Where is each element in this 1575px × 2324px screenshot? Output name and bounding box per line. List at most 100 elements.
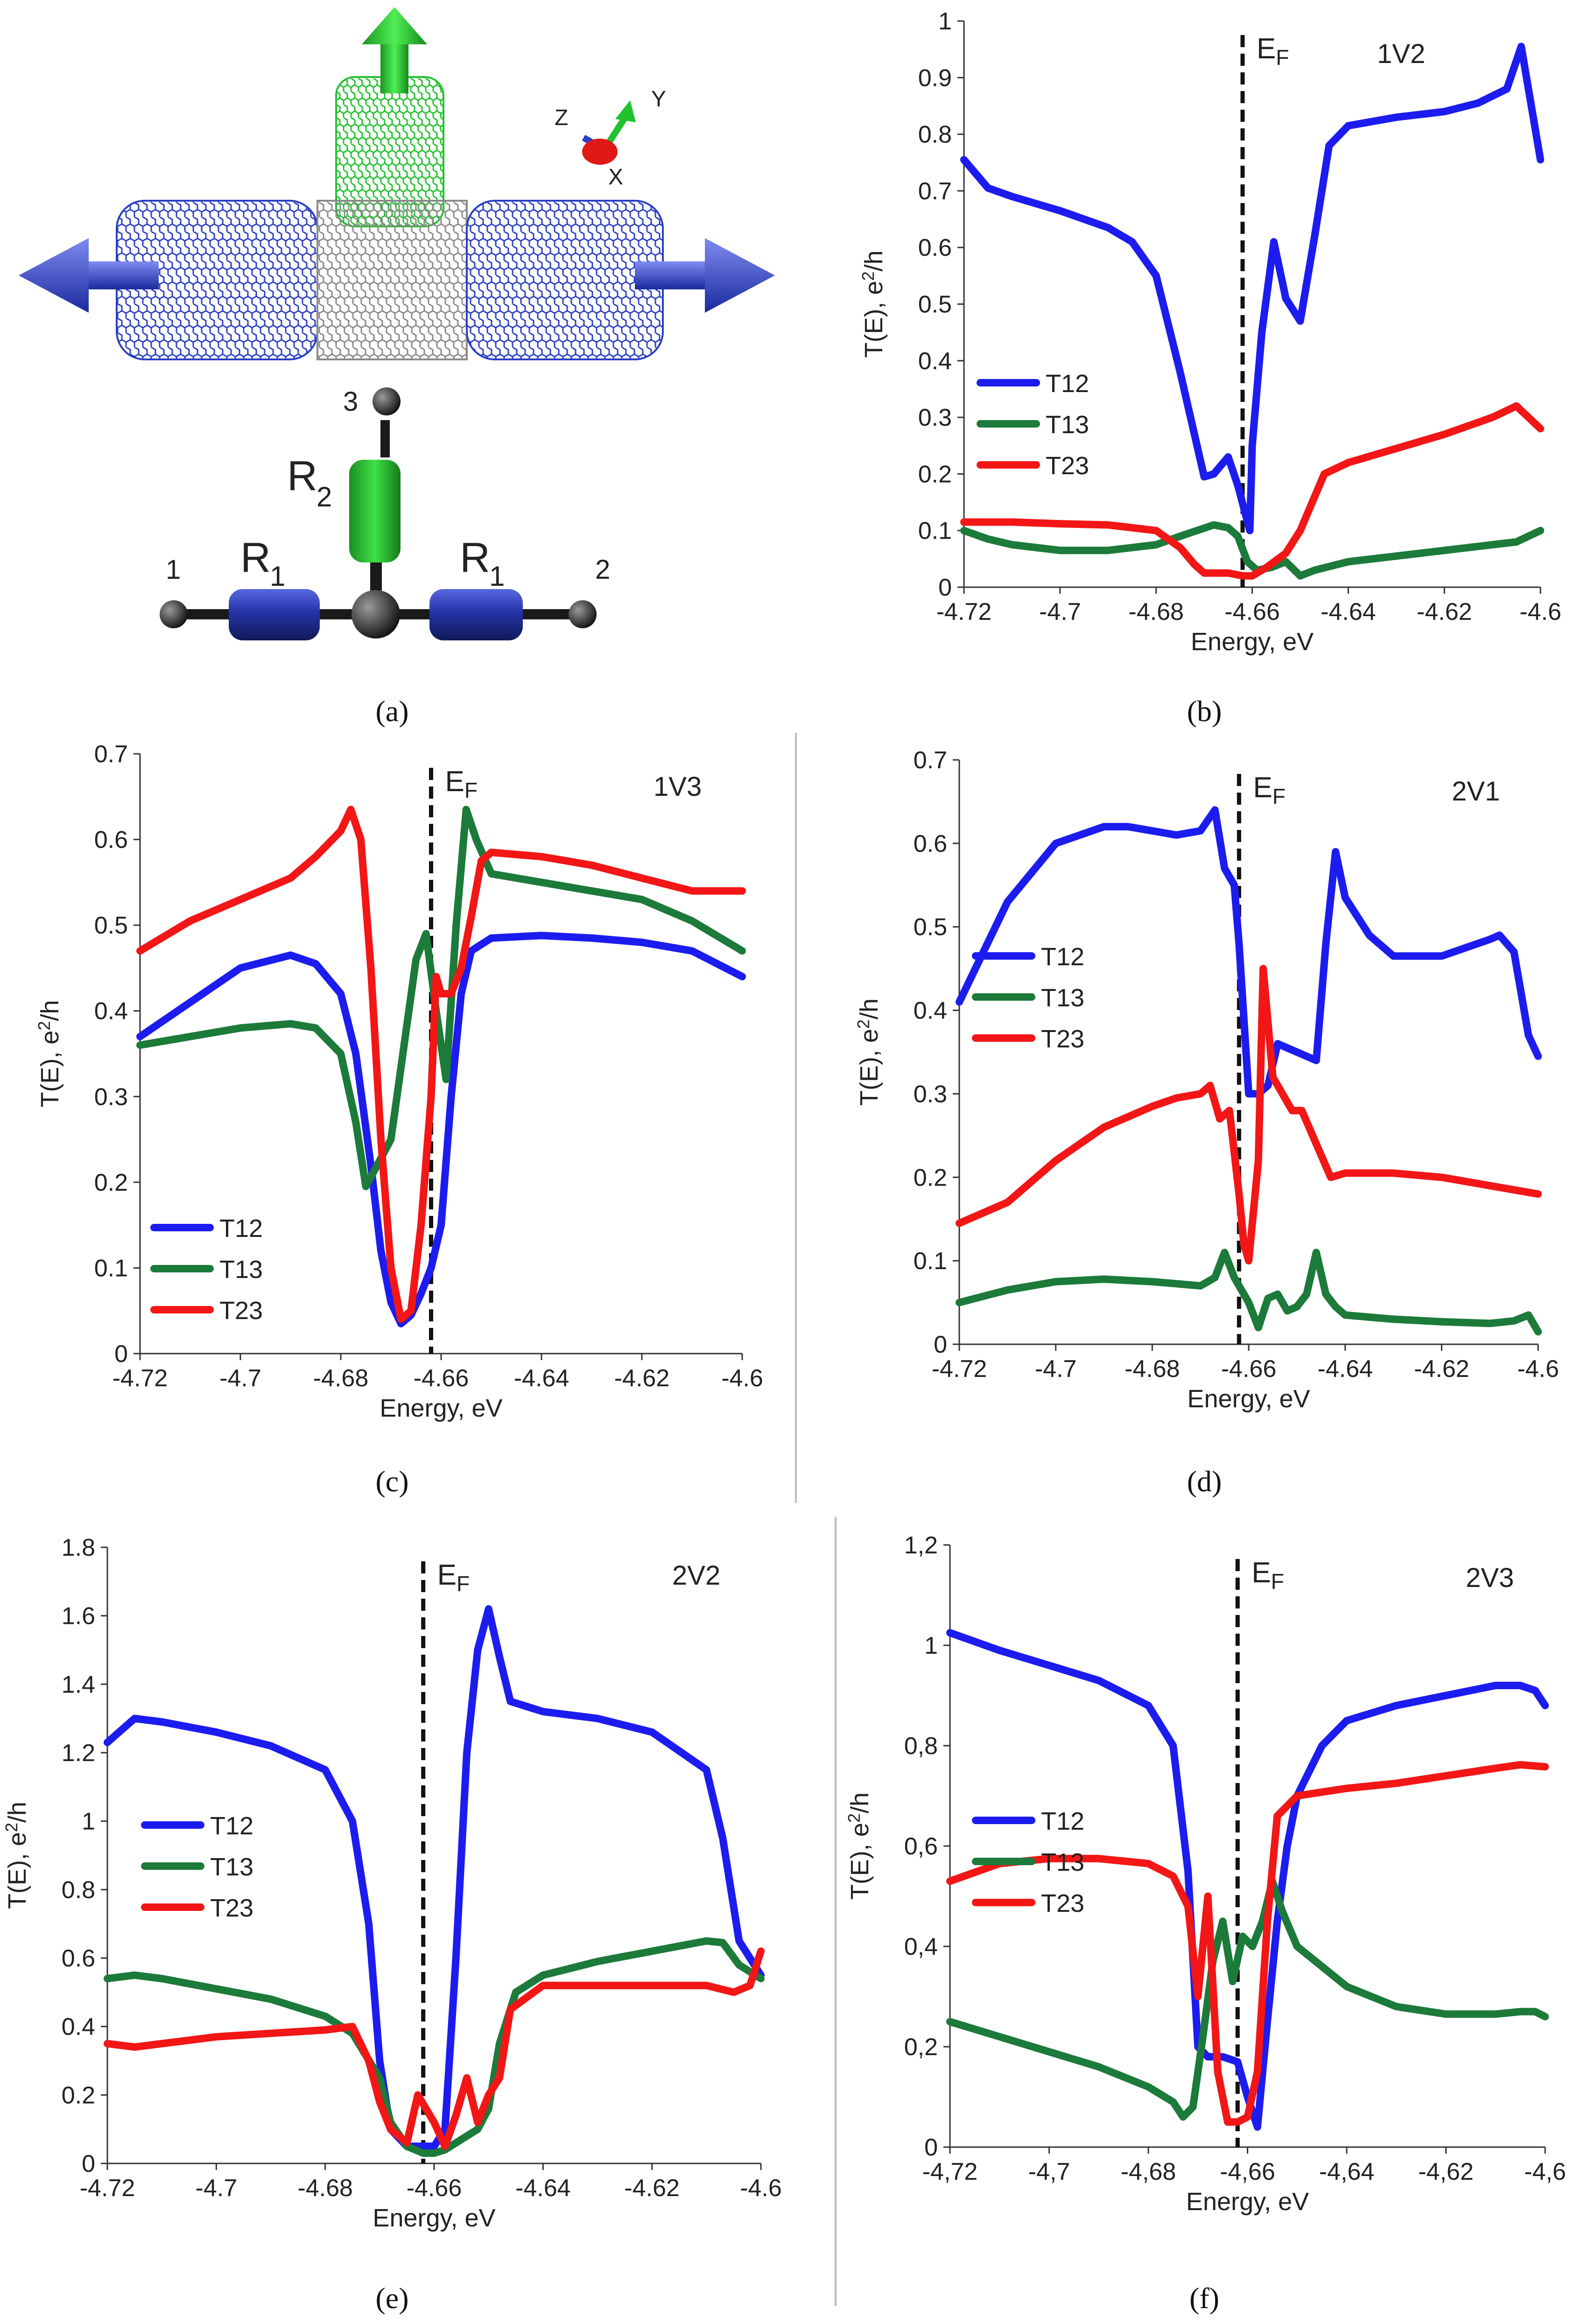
y-tick-label: 0.4 bbox=[62, 2014, 95, 2041]
x-tick-label: -4.62 bbox=[624, 2175, 680, 2202]
legend-label-t23: T23 bbox=[1041, 1025, 1084, 1053]
series-line-t23 bbox=[104, 1947, 765, 2150]
legend-label-t23: T23 bbox=[210, 1894, 253, 1922]
r1-right-label-main: R bbox=[460, 534, 490, 581]
axis-z-label: Z bbox=[555, 105, 568, 130]
y-tick-label: 0.3 bbox=[914, 1081, 947, 1108]
x-tick-label: -4.66 bbox=[1221, 1355, 1277, 1383]
panel-e-chart: -4.72 -4.7 -4.68 -4.66 -4.64 -4.62 -4.6 0 0.2 0.4… bbox=[2, 1534, 782, 2232]
y-tick-label: 0.6 bbox=[62, 1945, 95, 1972]
x-tick-label: -4.62 bbox=[1414, 1355, 1470, 1383]
y-axis-label: T(E), e2/h bbox=[854, 998, 883, 1106]
legend-label-t12: T12 bbox=[1041, 1807, 1084, 1835]
x-tick-label: -4.72 bbox=[936, 598, 992, 625]
x-tick-label: -4.6 bbox=[1519, 598, 1561, 625]
fermi-level-label: EF bbox=[437, 1559, 470, 1596]
y-tick-label: 0.1 bbox=[94, 1255, 128, 1282]
legend-label-t12: T12 bbox=[210, 1812, 253, 1840]
x-axis-label: Energy, eV bbox=[380, 1394, 502, 1422]
y-tick-label: 0.5 bbox=[94, 912, 128, 939]
y-tick-label: 1.2 bbox=[62, 1740, 95, 1767]
x-tick-label: -4.68 bbox=[1128, 598, 1184, 625]
y-tick-label: 0.6 bbox=[914, 830, 947, 857]
x-axis-label: Energy, eV bbox=[1186, 2188, 1309, 2216]
x-tick-label: -4,66 bbox=[1220, 2158, 1275, 2185]
panel-f-chart: -4,72 -4,7 -4,68 -4,66 -4,64 -4,62 -4,6 0 0,2 0,4… bbox=[844, 1532, 1566, 2216]
series-line-t13 bbox=[960, 521, 1544, 580]
left-arrow bbox=[19, 238, 159, 313]
y-tick-label: 1.6 bbox=[62, 1603, 95, 1630]
y-tick-label: 1 bbox=[938, 8, 952, 35]
series-line-t13 bbox=[956, 1249, 1542, 1336]
caption-e: (e) bbox=[375, 2282, 408, 2315]
resistor-r2 bbox=[349, 460, 401, 562]
x-tick-label: -4.64 bbox=[514, 1365, 570, 1392]
x-tick-label: -4.62 bbox=[614, 1365, 670, 1392]
x-tick-label: -4.6 bbox=[1517, 1355, 1559, 1383]
x-tick-label: -4,7 bbox=[1028, 2158, 1070, 2185]
right-arrow bbox=[635, 238, 775, 313]
y-tick-label: 0.3 bbox=[918, 404, 952, 431]
y-tick-label: 1 bbox=[82, 1808, 95, 1835]
right-blue-nanotube bbox=[466, 200, 664, 360]
chart-title: 2V3 bbox=[1466, 1563, 1514, 1593]
y-tick-label: 0.4 bbox=[918, 348, 952, 375]
x-tick-label: -4.66 bbox=[407, 2175, 462, 2202]
legend-label-t23: T23 bbox=[1046, 452, 1089, 480]
axis-y-label: Y bbox=[651, 87, 666, 112]
fermi-level-label: EF bbox=[1252, 1557, 1284, 1594]
caption-f: (f) bbox=[1189, 2282, 1219, 2315]
y-tick-label: 0.5 bbox=[918, 291, 952, 318]
terminal-2-label: 2 bbox=[595, 555, 610, 585]
fermi-level-label: EF bbox=[1257, 33, 1289, 70]
y-tick-label: 0.7 bbox=[94, 741, 128, 768]
axis-x-label: X bbox=[608, 165, 623, 190]
y-tick-label: 0.1 bbox=[918, 518, 952, 545]
x-tick-label: -4,72 bbox=[922, 2158, 978, 2185]
series-line-t12 bbox=[104, 1605, 765, 2150]
x-axis-label: Energy, eV bbox=[373, 2204, 495, 2232]
legend-label-t12: T12 bbox=[1041, 943, 1084, 971]
legend-label-t23: T23 bbox=[219, 1297, 263, 1325]
y-tick-label: 0.4 bbox=[914, 997, 947, 1025]
x-tick-label: -4.6 bbox=[721, 1365, 763, 1392]
terminal-3 bbox=[373, 387, 401, 415]
legend-label-t13: T13 bbox=[1041, 984, 1084, 1012]
y-tick-label: 0 bbox=[924, 2134, 938, 2161]
fermi-level-label: EF bbox=[445, 765, 478, 802]
r2-label-sub: 2 bbox=[316, 481, 332, 513]
terminal-2 bbox=[569, 600, 597, 628]
series-line-t12 bbox=[956, 806, 1542, 1098]
resistor-r1-right bbox=[429, 589, 523, 640]
y-tick-label: 0.6 bbox=[918, 234, 952, 261]
series-line-t23 bbox=[946, 1761, 1549, 2126]
terminal-1-label: 1 bbox=[166, 555, 181, 585]
series-line-t13 bbox=[946, 1877, 1549, 2121]
x-tick-label: -4,68 bbox=[1121, 2158, 1176, 2185]
y-tick-label: 0 bbox=[934, 1331, 947, 1358]
y-tick-label: 1,2 bbox=[904, 1532, 938, 1559]
series-line-t12 bbox=[960, 42, 1544, 534]
r1-right-label-sub: 1 bbox=[489, 561, 505, 592]
legend-label-t23: T23 bbox=[1041, 1889, 1084, 1917]
series-line-t23 bbox=[136, 806, 746, 1323]
chart-title: 2V1 bbox=[1452, 776, 1500, 807]
terminal-3-label: 3 bbox=[343, 386, 358, 417]
panel-d-chart: -4.72 -4.7 -4.68 -4.66 -4.64 -4.62 -4.6 0 0.1 0.2… bbox=[854, 747, 1559, 1413]
series-line-t12 bbox=[136, 932, 746, 1327]
x-tick-label: -4.72 bbox=[80, 2175, 135, 2202]
y-tick-label: 0 bbox=[82, 2150, 95, 2177]
y-tick-label: 0 bbox=[114, 1341, 128, 1368]
y-tick-label: 0.4 bbox=[94, 998, 128, 1025]
y-tick-label: 0.8 bbox=[918, 121, 952, 148]
x-tick-label: -4.7 bbox=[219, 1365, 261, 1392]
series-line-t12 bbox=[946, 1629, 1549, 2131]
y-axis-label: T(E), e2/h bbox=[858, 250, 888, 358]
y-tick-label: 0.2 bbox=[62, 2082, 95, 2109]
series-line-t13 bbox=[136, 806, 746, 1190]
y-tick-label: 0.2 bbox=[94, 1169, 128, 1196]
x-tick-label: -4.72 bbox=[112, 1365, 168, 1392]
series-line-t23 bbox=[960, 402, 1544, 580]
y-tick-label: 0.2 bbox=[914, 1164, 947, 1191]
